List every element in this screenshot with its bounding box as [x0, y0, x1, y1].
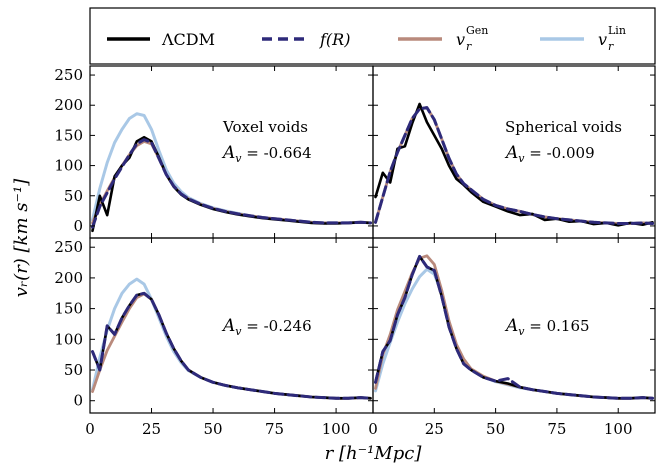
legend-label-vlin-base: v [598, 30, 607, 49]
series-line-vrgen [91, 292, 372, 400]
panel-annotation-value: Av = 0.165 [504, 316, 590, 338]
panel-bottom-right: 0 25 50 75 100 Av = 0.165 [368, 237, 656, 438]
x-tick-label: 50 [486, 420, 505, 438]
legend-label-vlin: vLin r [598, 24, 626, 53]
y-tick-label: 250 [54, 238, 83, 256]
panel-top-left: 0 50 100 150 200 250 Voxel voids Av = -0.664 [54, 65, 374, 239]
legend-label-vlin-sup: Lin [608, 24, 626, 37]
legend-label-vgen-base: v [456, 30, 465, 49]
legend-label-vgen-sup: Gen [466, 24, 488, 37]
x-tick-label: 0 [85, 420, 95, 438]
x-tick-label: 100 [604, 420, 633, 438]
x-tick-label: 75 [265, 420, 284, 438]
panel-annotation-title: Spherical voids [505, 118, 622, 136]
panel-frame [372, 237, 656, 414]
series-line-fr [91, 291, 372, 400]
series-group [374, 102, 654, 227]
legend-label-lcdm: ΛCDM [161, 30, 215, 49]
y-tick-label: 50 [64, 361, 83, 379]
y-tick-label: 0 [73, 392, 83, 410]
x-tick-label: 75 [547, 420, 566, 438]
x-tick-label: 0 [368, 420, 378, 438]
x-tick-label: 25 [425, 420, 444, 438]
legend: ΛCDM f(R) vGen r vLin r [89, 7, 656, 65]
y-tick-label: 0 [73, 217, 83, 235]
legend-label-fr: f(R) [319, 30, 350, 49]
x-tick-label: 25 [142, 420, 161, 438]
y-tick-label: 150 [54, 126, 83, 144]
series-group [374, 254, 654, 400]
y-tick-label: 200 [54, 269, 83, 287]
series-line-cdm [91, 291, 372, 400]
x-axis-title: r [h⁻¹Mpc] [325, 443, 423, 464]
y-tick-label: 150 [54, 300, 83, 318]
series-group [91, 112, 372, 233]
legend-frame [89, 7, 656, 65]
series-line-fr [374, 106, 654, 225]
legend-label-vlin-sub: r [608, 40, 614, 53]
series-group [91, 277, 372, 400]
y-tick-label: 100 [54, 330, 83, 348]
y-tick-label: 50 [64, 187, 83, 205]
panel-annotation-title: Voxel voids [222, 118, 308, 136]
x-tick-label: 100 [322, 420, 351, 438]
panel-annotation-value: Av = -0.009 [504, 143, 595, 165]
panel-top-right: Spherical voids Av = -0.009 [372, 65, 656, 239]
series-line-fr [374, 254, 654, 400]
panel-bottom-left: 0 25 50 75 100 0 50 100 150 200 250 Av = -0.246 [54, 237, 374, 438]
panel-annotation-value: Av = -0.246 [221, 316, 312, 338]
x-tick-label: 50 [203, 420, 222, 438]
y-tick-label: 100 [54, 157, 83, 175]
y-tick-label: 200 [54, 96, 83, 114]
legend-label-vgen-sub: r [466, 40, 472, 53]
y-axis-title: vᵣ(r) [km s⁻¹] [11, 178, 32, 297]
series-line-fr [91, 138, 372, 229]
legend-label-vgen: vGen r [456, 24, 488, 53]
panel-annotation-value: Av = -0.664 [221, 143, 312, 165]
y-tick-label: 250 [54, 66, 83, 84]
